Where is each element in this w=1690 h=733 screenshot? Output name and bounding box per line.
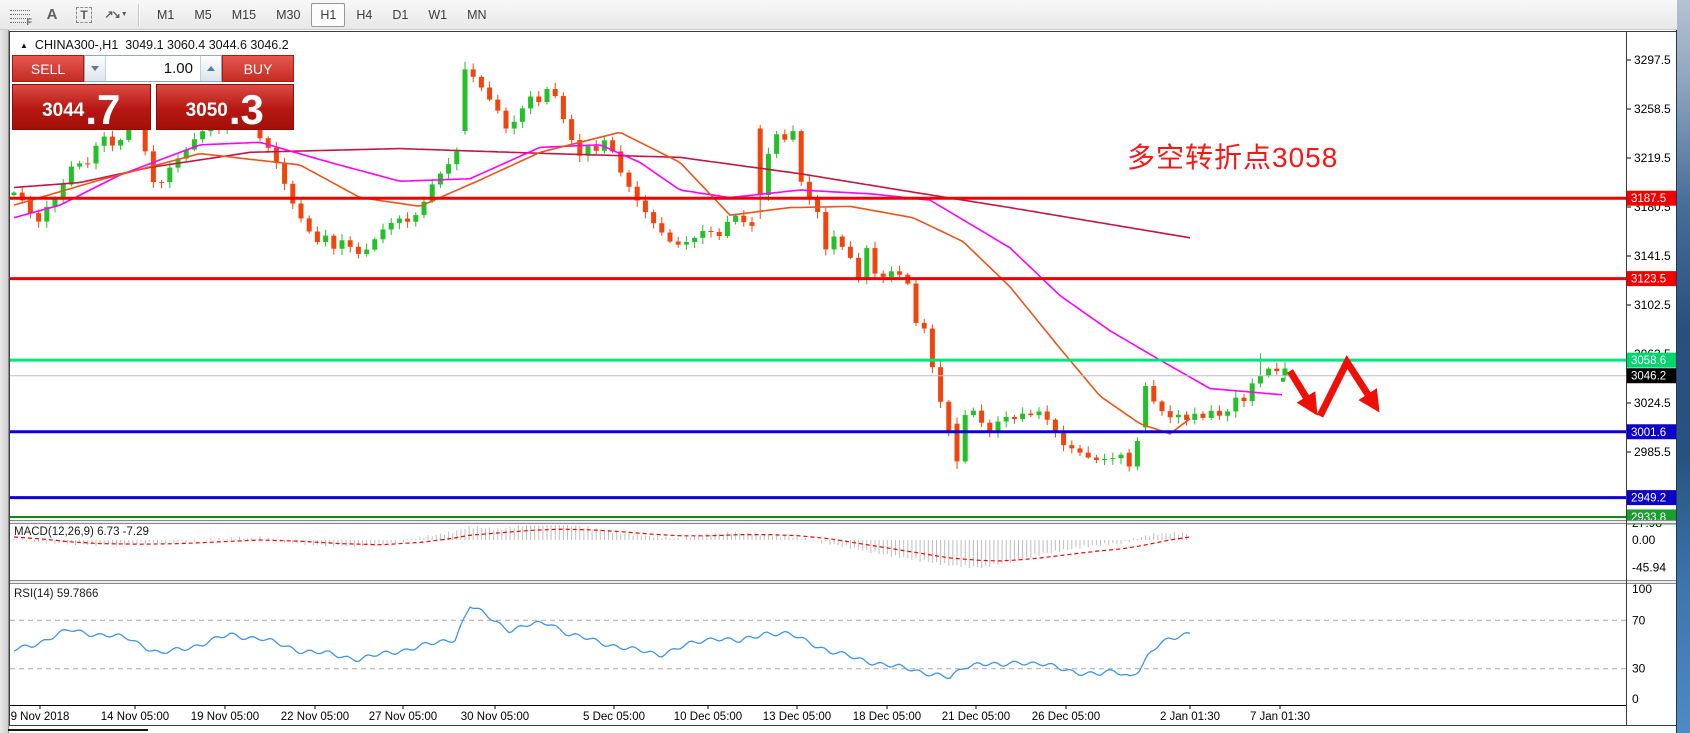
svg-text:70: 70 [1632, 613, 1646, 627]
timeframe-button-M1[interactable]: M1 [157, 7, 175, 22]
fibonacci-icon: F [10, 7, 32, 27]
svg-text:30: 30 [1632, 662, 1646, 676]
ma-fast [13, 131, 1191, 435]
svg-text:3297.5: 3297.5 [1634, 53, 1671, 67]
price-label-box-3123.5 [1626, 271, 1677, 287]
buy-price-button[interactable]: 3050 .3 [155, 84, 294, 134]
buy-price-main: 3050 [185, 100, 228, 121]
timeframe-group: M1 M5 M15 M30 H1 H4 D1 W1 MN [148, 2, 498, 27]
timeframe-button-MN[interactable]: MN [467, 7, 487, 22]
svg-text:3058.6: 3058.6 [1631, 355, 1666, 367]
text-box-icon: T [76, 6, 92, 23]
svg-text:10 Dec 05:00: 10 Dec 05:00 [674, 711, 742, 723]
buy-button[interactable]: BUY [222, 55, 294, 82]
ma-medium [13, 141, 1283, 396]
timeframe-button-H4[interactable]: H4 [356, 7, 373, 22]
symbol-timeframe-label: CHINA300-,H1 [34, 38, 119, 52]
toolbar-separator [138, 3, 140, 26]
price-label-box-3046.2 [1626, 368, 1677, 384]
timeframe-button-M5[interactable]: M5 [194, 7, 212, 22]
buy-price-fraction: .3 [228, 86, 264, 134]
svg-text:21 Dec 05:00: 21 Dec 05:00 [942, 711, 1010, 723]
trend-annotation-text[interactable]: 多空转折点3058 [1127, 142, 1339, 173]
svg-text:2 Jan 01:30: 2 Jan 01:30 [1160, 711, 1220, 723]
timeframe-button-H1[interactable]: H1 [311, 2, 346, 27]
rsi-panel[interactable]: RSI(14) 59.7866 [10, 588, 1626, 679]
macd-label: MACD(12,26,9) 6.73 -7.29 [14, 526, 149, 538]
svg-text:26 Dec 05:00: 26 Dec 05:00 [1032, 711, 1100, 723]
ma-slow [13, 147, 1191, 239]
svg-text:22 Nov 05:00: 22 Nov 05:00 [281, 711, 349, 723]
collapse-triangle-icon[interactable]: ▲ [20, 40, 28, 50]
ohlc-values: 3049.1 3060.4 3044.6 3046.2 [125, 38, 289, 52]
svg-text:13 Dec 05:00: 13 Dec 05:00 [763, 711, 831, 723]
svg-text:-45.94: -45.94 [1632, 561, 1666, 575]
window-right-edge [1676, 0, 1690, 733]
svg-text:3046.2: 3046.2 [1631, 371, 1666, 383]
timeframe-button-M15[interactable]: M15 [231, 7, 257, 22]
main-chart-area[interactable] [10, 61, 1626, 518]
svg-text:2985.5: 2985.5 [1634, 445, 1671, 459]
price-scale[interactable]: 3297.53258.53219.53180.53141.53102.53063… [1626, 53, 1677, 706]
trend-arrow-drawing[interactable] [1287, 354, 1380, 418]
svg-text:3102.5: 3102.5 [1634, 298, 1671, 312]
sell-button[interactable]: SELL [12, 55, 84, 82]
sell-price-fraction: .7 [85, 86, 121, 134]
toolbar: F A T ↗↘ ▼ M1 M5 M15 M30 H1 H4 D1 W1 MN [0, 0, 1677, 30]
price-label-box-3187.5 [1626, 190, 1677, 206]
svg-text:3187.5: 3187.5 [1631, 193, 1666, 205]
volume-decrease-button[interactable] [85, 56, 106, 81]
one-click-trade-panel: SELL 1.00 BUY 3044 .7 3050 .3 [12, 55, 294, 134]
chart-title-bar: ▲ CHINA300-,H1 3049.1 3060.4 3044.6 3046… [20, 38, 289, 52]
svg-text:3219.5: 3219.5 [1634, 151, 1671, 165]
svg-text:7 Jan 01:30: 7 Jan 01:30 [1250, 711, 1310, 723]
svg-text:2949.2: 2949.2 [1631, 493, 1666, 505]
timeframe-button-W1[interactable]: W1 [428, 7, 448, 22]
svg-text:3001.6: 3001.6 [1631, 427, 1666, 439]
volume-increase-button[interactable] [200, 56, 221, 81]
fractal-marker [1281, 377, 1285, 382]
sell-price-button[interactable]: 3044 .7 [12, 84, 151, 134]
macd-panel[interactable]: MACD(12,26,9) 6.73 -7.29 [13, 525, 1191, 569]
svg-text:3258.5: 3258.5 [1634, 102, 1671, 116]
price-label-box-3001.6 [1626, 424, 1677, 440]
window-left-edge [0, 30, 9, 733]
arrows-tool-button[interactable]: ↗↘ ▼ [102, 3, 130, 27]
timeframe-button-D1[interactable]: D1 [392, 7, 409, 22]
svg-text:9 Nov 2018: 9 Nov 2018 [11, 711, 70, 723]
volume-input[interactable]: 1.00 [163, 60, 193, 77]
text-box-tool-button[interactable]: T [70, 3, 98, 27]
triangle-down-icon [91, 66, 99, 71]
text-label-icon: A [46, 6, 58, 23]
svg-text:18 Dec 05:00: 18 Dec 05:00 [853, 711, 921, 723]
sell-price-main: 3044 [42, 100, 85, 121]
svg-text:3123.5: 3123.5 [1631, 274, 1666, 286]
svg-text:100: 100 [1632, 582, 1652, 596]
price-label-box-3058.6 [1626, 352, 1677, 368]
rsi-line [13, 606, 1191, 679]
svg-text:5 Dec 05:00: 5 Dec 05:00 [583, 711, 645, 723]
svg-text:3024.5: 3024.5 [1634, 396, 1671, 410]
chevron-down-icon: ▼ [120, 11, 128, 18]
svg-text:19 Nov 05:00: 19 Nov 05:00 [191, 711, 259, 723]
svg-text:0.00: 0.00 [1632, 533, 1656, 547]
window-bottom-edge [8, 729, 148, 731]
svg-text:14 Nov 05:00: 14 Nov 05:00 [101, 711, 169, 723]
svg-text:0: 0 [1632, 692, 1639, 706]
fibonacci-tool-button[interactable]: F [6, 3, 34, 27]
arrows-icon: ↗↘ [104, 9, 121, 21]
svg-text:27 Nov 05:00: 27 Nov 05:00 [369, 711, 437, 723]
rsi-label: RSI(14) 59.7866 [14, 588, 98, 600]
text-label-tool-button[interactable]: A [38, 3, 66, 27]
svg-text:30 Nov 05:00: 30 Nov 05:00 [461, 711, 529, 723]
time-scale[interactable]: 9 Nov 2018 14 Nov 05:00 19 Nov 05:00 22 Nov… [11, 705, 1310, 723]
svg-text:3141.5: 3141.5 [1634, 249, 1671, 263]
triangle-up-icon [207, 66, 215, 71]
volume-stepper: 1.00 [84, 55, 222, 82]
timeframe-button-M30[interactable]: M30 [276, 7, 301, 22]
price-label-box-2949.2 [1626, 490, 1677, 506]
